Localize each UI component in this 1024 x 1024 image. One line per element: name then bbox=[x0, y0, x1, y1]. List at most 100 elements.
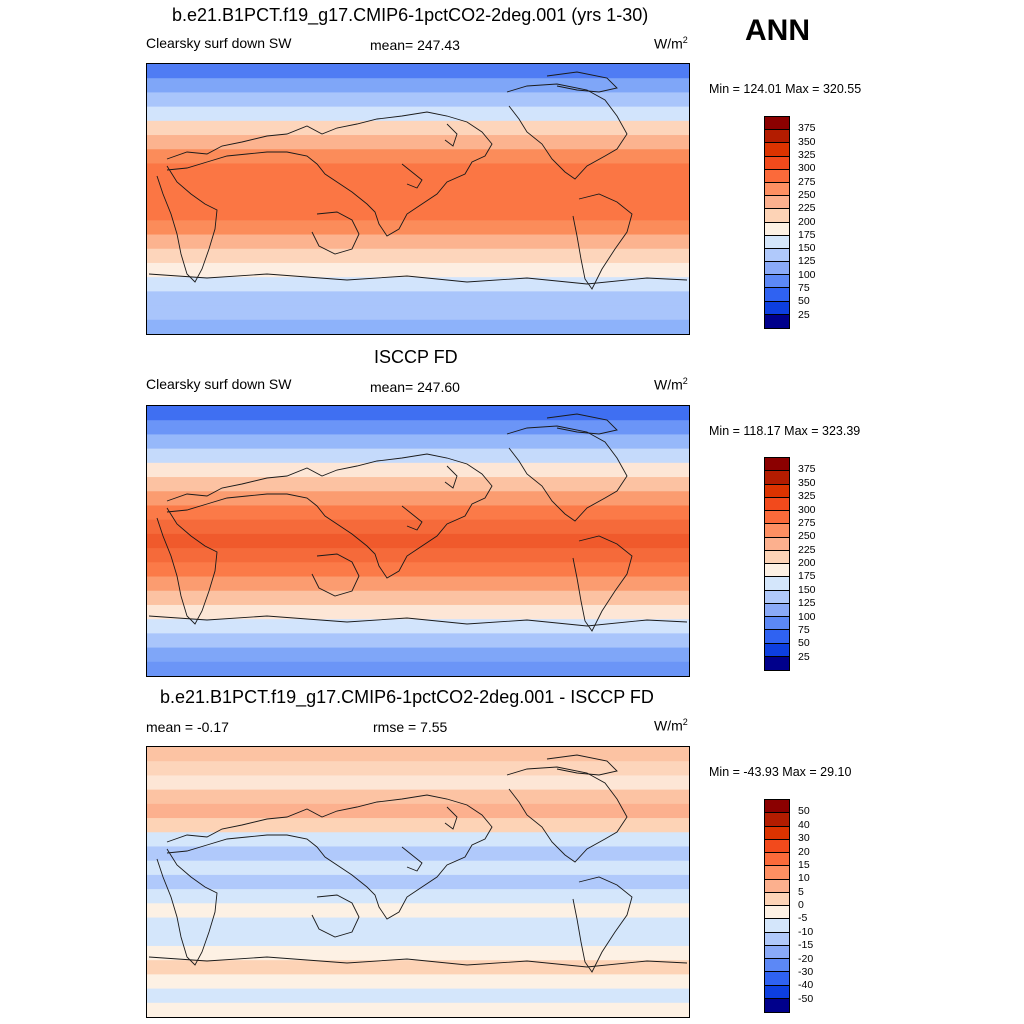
colorbar-tick-label: 10 bbox=[798, 872, 810, 885]
map-zonal-band bbox=[147, 633, 689, 649]
colorbar-swatch bbox=[765, 537, 789, 551]
colorbar-tick-label: 350 bbox=[798, 135, 816, 148]
colorbar-swatch bbox=[765, 972, 789, 986]
colorbar-tick-label: 100 bbox=[798, 268, 816, 281]
map-zonal-band bbox=[147, 917, 689, 933]
colorbar-swatch bbox=[765, 130, 789, 144]
map-zonal-band bbox=[147, 576, 689, 592]
map-zonal-band bbox=[147, 647, 689, 663]
colorbar-tick-label: 275 bbox=[798, 175, 816, 188]
map-zonal-band bbox=[147, 761, 689, 777]
colorbar-tick-label: 25 bbox=[798, 650, 810, 663]
colorbar-swatch bbox=[765, 458, 789, 472]
panel1-minmax: Min = 124.01 Max = 320.55 bbox=[709, 82, 862, 96]
colorbar-tick-label: 125 bbox=[798, 597, 816, 610]
panel1-colorbar bbox=[764, 116, 790, 329]
map-zonal-band bbox=[147, 163, 689, 179]
colorbar-swatch bbox=[765, 998, 789, 1012]
colorbar-tick-label: 25 bbox=[798, 308, 810, 321]
colorbar-tick-label: 75 bbox=[798, 282, 810, 295]
map-zonal-band bbox=[147, 747, 689, 762]
panel1-variable-label: Clearsky surf down SW bbox=[146, 35, 292, 51]
map-zonal-band bbox=[147, 775, 689, 791]
colorbar-tick-label: 50 bbox=[798, 637, 810, 650]
map-zonal-band bbox=[147, 462, 689, 478]
map-coastline bbox=[311, 211, 360, 255]
colorbar-swatch bbox=[765, 985, 789, 999]
panel2-variable-label: Clearsky surf down SW bbox=[146, 376, 292, 392]
panel1-map-svg bbox=[147, 64, 689, 334]
map-zonal-band bbox=[147, 177, 689, 193]
colorbar-swatch bbox=[765, 853, 789, 867]
colorbar-swatch bbox=[765, 577, 789, 591]
colorbar-tick-label: 275 bbox=[798, 516, 816, 529]
colorbar-swatch bbox=[765, 564, 789, 578]
map-coastline bbox=[148, 273, 688, 285]
panel3-map-svg bbox=[147, 747, 689, 1017]
colorbar-swatch bbox=[765, 800, 789, 814]
colorbar-swatch bbox=[765, 932, 789, 946]
colorbar-swatch bbox=[765, 209, 789, 223]
panel2-title: ISCCP FD bbox=[374, 347, 458, 367]
panel1-mean-label: mean= 247.43 bbox=[370, 37, 460, 53]
colorbar-swatch bbox=[765, 248, 789, 263]
colorbar-tick-label: -10 bbox=[798, 925, 814, 938]
colorbar-swatch bbox=[765, 603, 789, 617]
colorbar-swatch bbox=[765, 630, 789, 644]
map-zonal-band bbox=[147, 106, 689, 122]
map-zonal-band bbox=[147, 277, 689, 292]
colorbar-tick-label: 200 bbox=[798, 215, 816, 228]
colorbar-swatch bbox=[765, 906, 789, 920]
colorbar-swatch bbox=[765, 866, 789, 880]
map-coastline bbox=[148, 615, 688, 627]
colorbar-tick-label: 125 bbox=[798, 255, 816, 268]
panel1-map bbox=[146, 63, 690, 335]
colorbar-tick-label: 20 bbox=[798, 845, 810, 858]
map-coastline bbox=[166, 111, 493, 237]
map-coastline bbox=[156, 165, 218, 283]
colorbar-swatch bbox=[765, 511, 789, 525]
colorbar-tick-label: 300 bbox=[798, 503, 816, 516]
map-coastline bbox=[546, 754, 618, 776]
colorbar-tick-label: -20 bbox=[798, 952, 814, 965]
map-coastline bbox=[401, 163, 423, 189]
colorbar-tick-label: 175 bbox=[798, 570, 816, 583]
map-zonal-band bbox=[147, 135, 689, 150]
map-zonal-band bbox=[147, 477, 689, 492]
panel2-units: W/m2 bbox=[654, 376, 688, 393]
map-zonal-band bbox=[147, 434, 689, 450]
panel3-rmse-label: rmse = 7.55 bbox=[373, 719, 448, 735]
panel2-minmax: Min = 118.17 Max = 323.39 bbox=[709, 424, 861, 438]
map-zonal-band bbox=[147, 661, 689, 676]
map-zonal-band bbox=[147, 874, 689, 890]
colorbar-swatch bbox=[765, 222, 789, 236]
map-zonal-band bbox=[147, 619, 689, 634]
colorbar-tick-label: 150 bbox=[798, 242, 816, 255]
colorbar-swatch bbox=[765, 643, 789, 657]
colorbar-swatch bbox=[765, 235, 789, 249]
map-coastline bbox=[156, 507, 218, 625]
map-zonal-band bbox=[147, 491, 689, 507]
colorbar-tick-label: -15 bbox=[798, 939, 814, 952]
map-zonal-band bbox=[147, 234, 689, 250]
map-coastline bbox=[506, 425, 628, 522]
colorbar-tick-label: 50 bbox=[798, 295, 810, 308]
colorbar-tick-label: 5 bbox=[798, 885, 804, 898]
colorbar-swatch bbox=[765, 590, 789, 604]
map-coastline bbox=[156, 848, 218, 966]
map-zonal-band bbox=[147, 291, 689, 307]
colorbar-swatch bbox=[765, 497, 789, 511]
colorbar-swatch bbox=[765, 196, 789, 210]
map-coastline bbox=[444, 123, 458, 147]
map-zonal-band bbox=[147, 562, 689, 578]
panel2-map-svg bbox=[147, 406, 689, 676]
map-zonal-band bbox=[147, 548, 689, 563]
colorbar-tick-label: 75 bbox=[798, 623, 810, 636]
map-zonal-band bbox=[147, 960, 689, 975]
colorbar-tick-label: 150 bbox=[798, 583, 816, 596]
panel3-colorbar bbox=[764, 799, 790, 1013]
colorbar-tick-label: 15 bbox=[798, 858, 810, 871]
map-zonal-band bbox=[147, 220, 689, 236]
colorbar-swatch bbox=[765, 275, 789, 289]
map-zonal-band bbox=[147, 832, 689, 848]
